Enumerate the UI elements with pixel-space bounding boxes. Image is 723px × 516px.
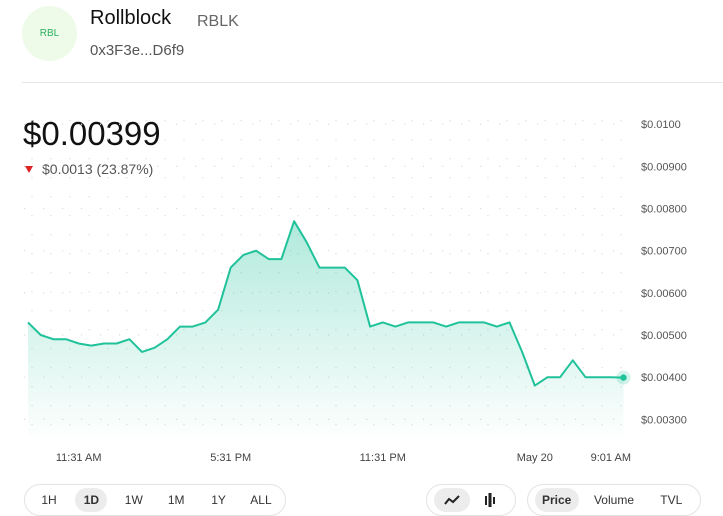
x-tick-label: 11:31 PM [360,452,406,464]
metric-tab[interactable]: Volume [593,493,634,507]
range-button[interactable]: 1H [41,493,57,507]
candle-chart-button[interactable] [472,488,508,512]
metric-tab[interactable]: Price [534,488,579,512]
separator [22,82,723,83]
y-tick-label: $0.00800 [641,204,687,216]
x-tick-label: 9:01 AM [591,452,631,464]
x-tick-label: 5:31 PM [210,452,251,464]
current-price: $0.00399 [23,115,161,152]
token-name: Rollblock [90,7,172,29]
x-tick-label: 11:31 AM [56,452,102,464]
y-tick-label: $0.00600 [641,288,687,300]
range-selector: 1H 1D 1W 1M 1Y ALL [24,484,286,516]
y-tick-label: $0.00700 [641,246,687,258]
price-chart: $0.00300 $0.00400 $0.00500 $0.00600 $0.00700… [24,119,687,464]
range-button[interactable]: 1W [124,493,143,507]
x-tick-label: May 20 [517,452,553,464]
token-symbol: RBLK [197,13,239,30]
y-tick-label: $0.00900 [641,161,687,173]
range-button[interactable]: 1Y [211,493,226,507]
metric-tab[interactable]: TVL [660,493,683,507]
range-button[interactable]: ALL [250,493,272,507]
price-line [27,220,624,387]
price-change: $0.0013 (23.87%) [42,161,154,177]
y-tick-label: $0.0100 [641,119,681,131]
line-chart-button[interactable] [434,488,470,512]
y-tick-label: $0.00400 [641,372,687,384]
last-point [620,374,627,381]
token-logo: RBL [22,6,77,61]
candle-icon [485,493,495,507]
range-button[interactable]: 1D [75,488,108,512]
metric-tabs: Price Volume TVL [527,484,701,516]
down-arrow [25,166,33,173]
token-address[interactable]: 0x3F3e...D6f9 [90,42,185,59]
area-fill [28,221,624,442]
y-tick-label: $0.00300 [641,414,687,426]
y-tick-label: $0.00500 [641,330,687,342]
line-icon [444,495,460,505]
range-button[interactable]: 1M [167,493,185,507]
chart-type-toggle [426,484,516,516]
